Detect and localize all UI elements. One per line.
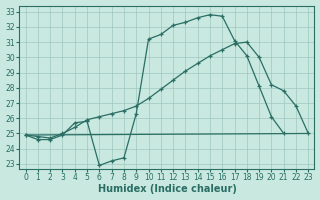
X-axis label: Humidex (Indice chaleur): Humidex (Indice chaleur) — [98, 184, 236, 194]
